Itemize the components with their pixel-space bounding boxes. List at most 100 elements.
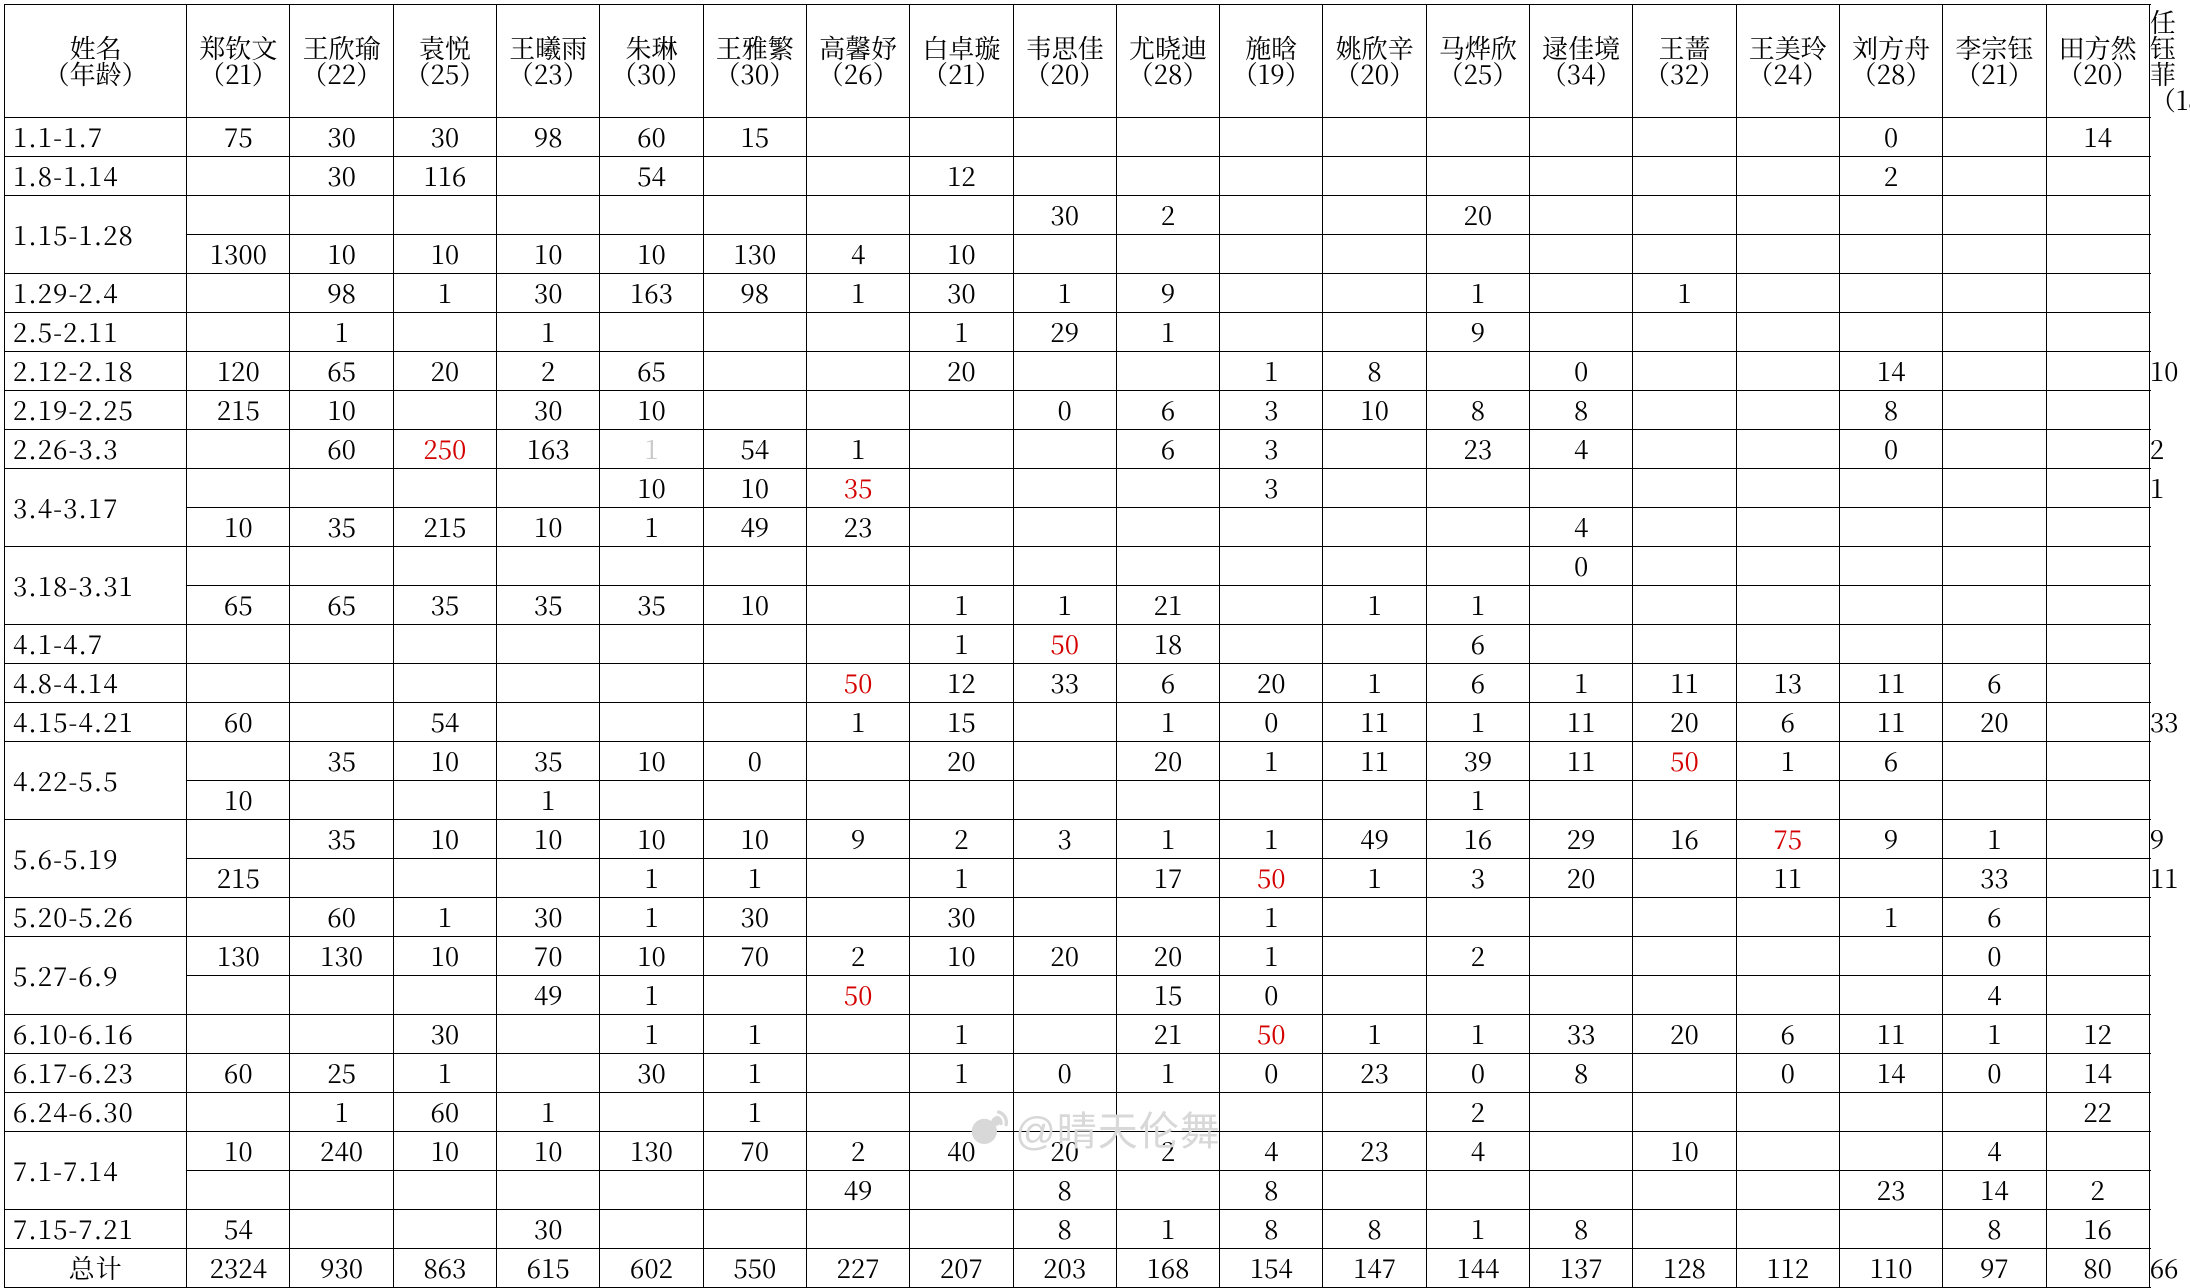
- value-cell: [703, 1210, 806, 1249]
- value-cell: 35: [290, 508, 393, 547]
- value-cell: [1943, 313, 2046, 352]
- value-cell: 12: [2046, 1015, 2149, 1054]
- value-cell: [1736, 976, 1839, 1015]
- value-cell: 0: [1013, 1054, 1116, 1093]
- value-cell: 9: [806, 820, 909, 859]
- value-cell: [1736, 430, 1839, 469]
- value-cell: 23: [1323, 1054, 1426, 1093]
- value-cell: [806, 898, 909, 937]
- value-cell: [187, 430, 290, 469]
- value-cell: 1: [1633, 274, 1736, 313]
- value-cell: 17: [1116, 859, 1219, 898]
- value-cell: 6: [1943, 898, 2046, 937]
- value-cell: 130: [290, 937, 393, 976]
- value-cell: 60: [187, 703, 290, 742]
- totals-label: 总计: [5, 1249, 187, 1288]
- value-cell: [1116, 781, 1219, 820]
- value-cell: [806, 781, 909, 820]
- value-cell: [1013, 976, 1116, 1015]
- value-cell: 14: [2046, 1054, 2149, 1093]
- value-cell: 29: [1530, 820, 1633, 859]
- value-cell: 12: [910, 157, 1013, 196]
- value-cell: 75: [187, 118, 290, 157]
- value-cell: 98: [290, 274, 393, 313]
- value-cell: [600, 703, 703, 742]
- value-cell: [1839, 1132, 1942, 1171]
- value-cell: [1839, 508, 1942, 547]
- value-cell: [1839, 1210, 1942, 1249]
- value-cell: [1220, 547, 1323, 586]
- value-cell: [1220, 508, 1323, 547]
- header-player-2: 袁悦（25）: [393, 5, 496, 118]
- value-cell: 50: [1633, 742, 1736, 781]
- value-cell: 10: [187, 1132, 290, 1171]
- header-player-3: 王曦雨（23）: [497, 5, 600, 118]
- value-cell: [1530, 157, 1633, 196]
- value-cell: [1220, 313, 1323, 352]
- value-cell: [2046, 742, 2149, 781]
- value-cell: 54: [703, 430, 806, 469]
- value-cell: 20: [1116, 937, 1219, 976]
- value-cell: [290, 781, 393, 820]
- value-cell: [2046, 625, 2149, 664]
- value-cell: [497, 703, 600, 742]
- value-cell: [1013, 1015, 1116, 1054]
- value-cell: 1: [600, 1015, 703, 1054]
- value-cell: 70: [497, 937, 600, 976]
- value-cell: 1: [1323, 1015, 1426, 1054]
- value-cell: 1: [393, 1054, 496, 1093]
- value-cell: 20: [1220, 664, 1323, 703]
- value-cell: [187, 1171, 290, 1210]
- value-cell: [187, 196, 290, 235]
- value-cell: [2046, 781, 2149, 820]
- value-cell: 8: [1530, 1210, 1633, 1249]
- value-cell: 1: [1116, 820, 1219, 859]
- value-cell: [1736, 157, 1839, 196]
- value-cell: 8: [1943, 1210, 2046, 1249]
- value-cell: [806, 391, 909, 430]
- value-cell: [1736, 274, 1839, 313]
- value-cell: 0: [1839, 118, 1942, 157]
- value-cell: 1: [393, 274, 496, 313]
- header-player-10: 施晗（19）: [1220, 5, 1323, 118]
- value-cell: [806, 1093, 909, 1132]
- value-cell: [1220, 196, 1323, 235]
- value-cell: [1736, 508, 1839, 547]
- value-cell: [1013, 430, 1116, 469]
- value-cell: [703, 976, 806, 1015]
- value-cell: [2046, 196, 2149, 235]
- row-label: 6.17-6.23: [5, 1054, 187, 1093]
- header-player-0: 郑钦文（21）: [187, 5, 290, 118]
- value-cell: [187, 820, 290, 859]
- value-cell: 39: [1426, 742, 1529, 781]
- value-cell: 8: [1323, 352, 1426, 391]
- value-cell: 9: [1839, 820, 1942, 859]
- value-cell: 23: [1839, 1171, 1942, 1210]
- value-cell: 0: [1943, 937, 2046, 976]
- value-cell: [1839, 547, 1942, 586]
- value-cell: [1530, 313, 1633, 352]
- value-cell: 11: [1736, 859, 1839, 898]
- value-cell: [2046, 859, 2149, 898]
- value-cell: 16: [1426, 820, 1529, 859]
- value-cell: [1943, 352, 2046, 391]
- value-cell: [1530, 1132, 1633, 1171]
- value-cell: 50: [1220, 859, 1323, 898]
- value-cell: [1943, 547, 2046, 586]
- value-cell: 0: [1530, 352, 1633, 391]
- value-cell: 10: [290, 235, 393, 274]
- value-cell: 20: [1633, 1015, 1736, 1054]
- row-label: 7.1-7.14: [5, 1132, 187, 1210]
- value-cell: [2046, 664, 2149, 703]
- value-cell: 15: [1116, 976, 1219, 1015]
- value-cell: 1: [1736, 742, 1839, 781]
- totals-cell: 550: [703, 1249, 806, 1288]
- value-cell: 15: [703, 118, 806, 157]
- value-cell: 8: [1530, 1054, 1633, 1093]
- value-cell: 35: [290, 742, 393, 781]
- value-cell: 20: [1943, 703, 2046, 742]
- value-cell: 16: [2046, 1210, 2149, 1249]
- value-cell: [806, 859, 909, 898]
- totals-cell: 602: [600, 1249, 703, 1288]
- value-cell: [1530, 1171, 1633, 1210]
